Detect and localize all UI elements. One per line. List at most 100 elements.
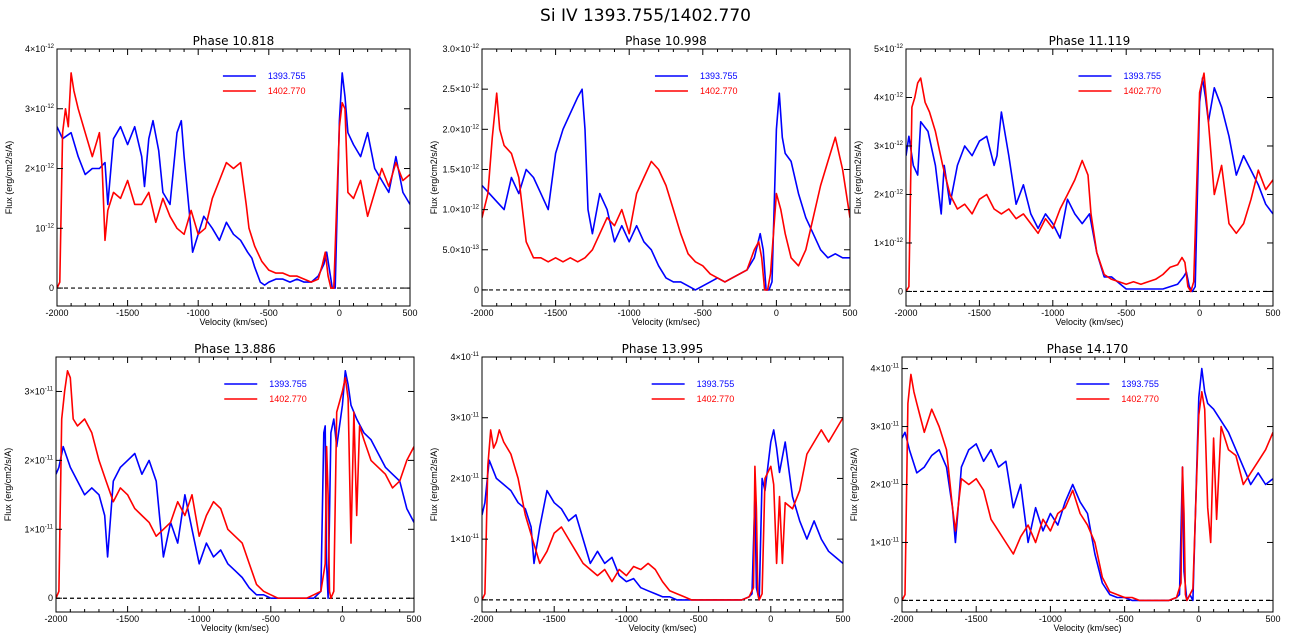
y-tick-label: 3×10-11 (24, 386, 53, 396)
x-tick-label: -2000 (894, 308, 917, 318)
plot-frame (481, 48, 851, 307)
y-tick-label: 10-12 (35, 223, 54, 233)
plot-frame (55, 356, 415, 613)
panel-3: Phase 11.119 -2000 -1500 -1000 -500 0 500 0 1×10… (853, 34, 1281, 327)
y-axis-label: Flux (erg/cm2/s/A) (429, 141, 439, 215)
y-tick-label: 3×10-11 (870, 422, 899, 432)
y-tick-label: 4×10-12 (25, 44, 55, 54)
panel-6: Phase 14.170 -2000 -1500 -1000 -500 0 500 0 1×10… (849, 342, 1281, 633)
plot-frame (56, 48, 411, 307)
y-tick-label: 2×10-11 (450, 473, 479, 483)
series-line-1393.755 (482, 429, 843, 601)
y-tick-label: 4×10-11 (870, 364, 899, 374)
x-tick-label: -500 (694, 308, 712, 318)
y-axis-label: Flux (erg/cm2/s/A) (3, 448, 13, 522)
x-tick-label: 500 (1265, 308, 1280, 318)
x-tick-label: -2000 (470, 308, 493, 318)
y-tick-label: 5.0×10-13 (443, 245, 480, 255)
x-tick-label: 500 (402, 308, 417, 318)
x-tick-label: 0 (774, 308, 779, 318)
x-tick-label: -500 (260, 308, 278, 318)
y-tick-label: 0 (49, 283, 54, 293)
x-axis-label: Velocity (km/sec) (199, 317, 267, 327)
series-line-1402.770 (906, 72, 1273, 293)
y-tick-label: 2.5×10-12 (443, 84, 480, 94)
panel-title: Phase 10.998 (625, 34, 707, 48)
x-tick-label: -1000 (187, 308, 210, 318)
x-tick-label: -1500 (544, 308, 567, 318)
y-tick-label: 1.5×10-12 (443, 164, 480, 174)
x-tick-label: -2000 (45, 308, 68, 318)
series-line-1402.770 (902, 373, 1273, 602)
x-tick-label: -1000 (615, 614, 638, 624)
y-axis-label: Flux (erg/cm2/s/A) (4, 141, 14, 215)
y-tick-label: 0 (474, 285, 479, 295)
legend-label: 1402.770 (269, 394, 307, 404)
legend-label: 1393.755 (697, 379, 735, 389)
x-tick-label: -1500 (965, 614, 988, 624)
y-tick-label: 2.0×10-12 (443, 124, 480, 134)
x-tick-label: 0 (337, 308, 342, 318)
legend-label: 1402.770 (268, 86, 306, 96)
x-tick-label: -500 (690, 614, 708, 624)
y-tick-label: 2×10-11 (24, 455, 53, 465)
y-tick-label: 0 (474, 595, 479, 605)
y-tick-label: 1.0×10-12 (443, 205, 480, 215)
y-tick-label: 1×10-12 (874, 238, 904, 248)
series-line-1402.770 (482, 417, 843, 601)
plot-frame (901, 356, 1274, 613)
legend-label: 1393.755 (269, 379, 307, 389)
x-tick-label: -2000 (44, 614, 67, 624)
series-line-1402.770 (482, 92, 850, 291)
panel-4: Phase 13.886 -2000 -1500 -1000 -500 0 500 0 1×10… (3, 342, 422, 633)
panel-5: Phase 13.995 -2000 -1500 -1000 -500 0 500 0 1×10… (429, 342, 851, 633)
x-axis-label: Velocity (km/sec) (1053, 623, 1121, 633)
series-line-1393.755 (56, 370, 414, 599)
y-axis-label: Flux (erg/cm2/s/A) (849, 448, 859, 522)
y-tick-label: 0 (894, 595, 899, 605)
series-line-1402.770 (56, 370, 414, 599)
y-axis-label: Flux (erg/cm2/s/A) (853, 141, 863, 215)
series-line-1393.755 (902, 367, 1273, 602)
panel-title: Phase 11.119 (1049, 34, 1131, 48)
x-tick-label: -500 (1117, 308, 1135, 318)
x-tick-label: 0 (340, 614, 345, 624)
y-tick-label: 0 (898, 286, 903, 296)
y-tick-label: 4×10-12 (874, 92, 904, 102)
x-tick-label: -1500 (116, 308, 139, 318)
panel-title: Phase 13.995 (622, 342, 704, 356)
x-tick-label: -2000 (470, 614, 493, 624)
x-tick-label: -500 (262, 614, 280, 624)
y-tick-label: 3×10-12 (874, 141, 904, 151)
y-tick-label: 2×10-12 (25, 164, 55, 174)
panel-title: Phase 10.818 (193, 34, 275, 48)
legend-label: 1393.755 (1121, 379, 1159, 389)
panel-2: Phase 10.998 -2000 -1500 -1000 -500 0 500 0 5.0×… (429, 34, 858, 327)
x-tick-label: -1500 (968, 308, 991, 318)
legend-label: 1402.770 (700, 86, 738, 96)
y-tick-label: 3×10-11 (450, 413, 479, 423)
y-tick-label: 2×10-12 (874, 189, 904, 199)
series-line-1393.755 (482, 88, 850, 291)
legend-label: 1393.755 (1123, 71, 1161, 81)
y-tick-label: 3×10-12 (25, 104, 55, 114)
x-tick-label: -1000 (188, 614, 211, 624)
y-tick-label: 5×10-12 (874, 44, 904, 54)
legend-label: 1393.755 (700, 71, 738, 81)
x-tick-label: 500 (842, 308, 857, 318)
x-tick-label: 500 (1265, 614, 1280, 624)
legend-label: 1402.770 (1123, 86, 1161, 96)
series-line-1393.755 (57, 72, 410, 289)
plot-frame (481, 356, 844, 613)
panel-title: Phase 14.170 (1047, 342, 1129, 356)
series-line-1402.770 (57, 72, 410, 289)
x-axis-label: Velocity (km/sec) (632, 317, 700, 327)
x-tick-label: 500 (406, 614, 421, 624)
x-tick-label: -500 (1116, 614, 1134, 624)
legend-label: 1402.770 (1121, 394, 1159, 404)
panel-1: Phase 10.818 -2000 -1500 -1000 -500 0 500 0 10-1… (4, 34, 418, 327)
x-tick-label: 0 (1197, 308, 1202, 318)
y-tick-label: 3.0×10-12 (443, 44, 480, 54)
legend-label: 1393.755 (268, 71, 306, 81)
